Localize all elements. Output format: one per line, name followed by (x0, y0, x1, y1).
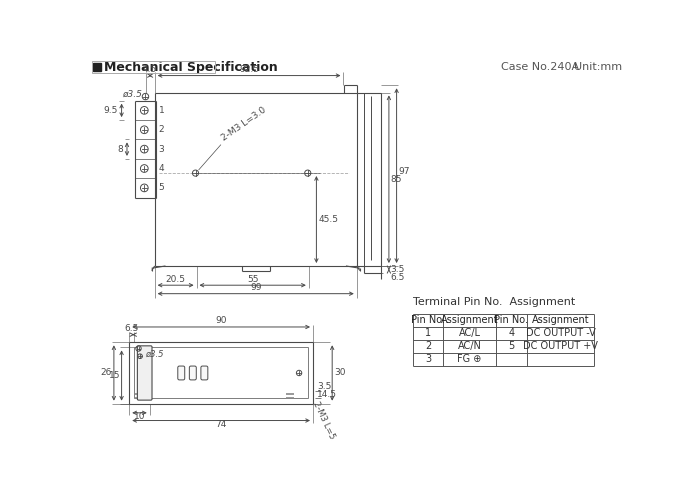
Text: AC/N: AC/N (458, 341, 482, 351)
Text: 3.5: 3.5 (391, 265, 405, 274)
Text: 85: 85 (391, 175, 402, 184)
Text: ø3.5: ø3.5 (122, 90, 142, 99)
Text: 6.5: 6.5 (391, 273, 405, 282)
Text: Terminal Pin No.  Assignment: Terminal Pin No. Assignment (412, 297, 575, 307)
Text: Assignment: Assignment (532, 315, 589, 325)
Text: 4: 4 (508, 328, 514, 338)
Text: 3: 3 (158, 145, 164, 153)
Text: 4.5: 4.5 (143, 65, 158, 74)
Text: 2-M3 L=5: 2-M3 L=5 (312, 400, 337, 441)
Text: 20.5: 20.5 (166, 275, 186, 284)
Text: 14.5: 14.5 (317, 390, 337, 399)
Text: 3: 3 (425, 354, 431, 364)
Text: Assignment: Assignment (441, 315, 498, 325)
Text: DC OUTPUT -V: DC OUTPUT -V (526, 328, 596, 338)
FancyBboxPatch shape (137, 346, 152, 400)
FancyBboxPatch shape (201, 366, 208, 380)
Text: 6.5: 6.5 (125, 324, 139, 333)
Text: 8: 8 (118, 145, 123, 153)
Text: 5: 5 (508, 341, 514, 351)
Text: AC/L: AC/L (458, 328, 481, 338)
Text: 99: 99 (250, 283, 262, 292)
Text: ø3.5: ø3.5 (145, 350, 163, 359)
Text: 3.5: 3.5 (317, 382, 331, 391)
Text: 30: 30 (335, 368, 346, 378)
Text: 2-M3 L=3.0: 2-M3 L=3.0 (220, 105, 267, 142)
Text: FG ⊕: FG ⊕ (457, 354, 482, 364)
Text: Pin No.: Pin No. (494, 315, 528, 325)
Text: 90: 90 (216, 316, 227, 325)
Text: Unit:mm: Unit:mm (574, 62, 622, 72)
Text: 9.5: 9.5 (104, 106, 118, 115)
Text: 1: 1 (425, 328, 431, 338)
Text: 45.5: 45.5 (318, 215, 339, 224)
Text: 26: 26 (100, 368, 111, 378)
Text: 4: 4 (158, 164, 164, 173)
Text: 5: 5 (158, 184, 164, 193)
Text: Pin No.: Pin No. (411, 315, 445, 325)
FancyBboxPatch shape (189, 366, 196, 380)
Text: 97: 97 (398, 167, 409, 176)
Text: 2: 2 (425, 341, 431, 351)
Text: DC OUTPUT +V: DC OUTPUT +V (523, 341, 598, 351)
Text: 55: 55 (247, 275, 258, 284)
Text: 92.5: 92.5 (239, 65, 259, 74)
Text: 74: 74 (216, 420, 227, 429)
Text: Case No.240A: Case No.240A (501, 62, 580, 72)
Text: 1: 1 (158, 106, 164, 115)
FancyBboxPatch shape (178, 366, 185, 380)
Text: Mechanical Specification: Mechanical Specification (104, 60, 278, 74)
Bar (93, 63, 101, 71)
Text: 2: 2 (158, 125, 164, 134)
Text: 10: 10 (134, 412, 145, 421)
Text: 15: 15 (108, 371, 120, 380)
